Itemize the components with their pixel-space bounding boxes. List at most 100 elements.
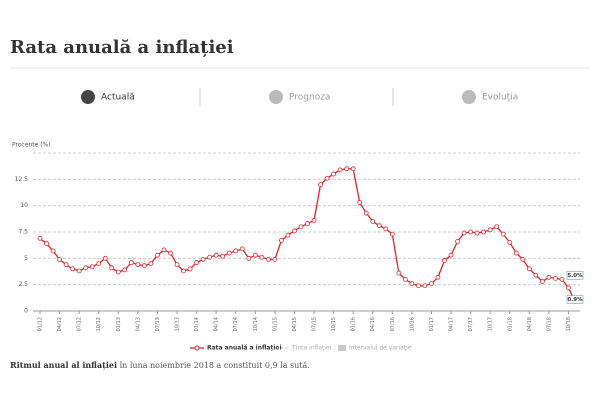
y-tick-label: 10 xyxy=(20,202,28,209)
data-point xyxy=(187,266,193,272)
x-tick-label: 01/13 xyxy=(116,317,122,331)
legend-label: Intervalul de variație xyxy=(349,345,412,352)
tab[interactable]: Prognoza xyxy=(269,90,330,104)
tab[interactable]: Actuală xyxy=(81,90,135,104)
data-point xyxy=(200,256,206,262)
data-point xyxy=(50,248,56,254)
data-point xyxy=(220,253,226,259)
data-point xyxy=(402,276,408,282)
y-tick-label: 12.5 xyxy=(15,176,29,183)
data-point xyxy=(148,261,154,267)
x-tick-label: 10/16 xyxy=(409,317,415,331)
data-point xyxy=(239,246,245,252)
data-point xyxy=(520,256,526,262)
data-point xyxy=(102,255,108,261)
data-point xyxy=(357,200,363,205)
tab-icon xyxy=(462,90,476,104)
data-point xyxy=(70,266,76,272)
data-point xyxy=(324,175,330,181)
x-tick-label: 04/18 xyxy=(527,317,533,331)
data-point xyxy=(533,272,539,278)
data-point xyxy=(76,268,82,274)
data-point xyxy=(409,281,415,287)
data-point xyxy=(298,224,304,230)
data-point xyxy=(279,238,284,243)
x-tick-label: 01/15 xyxy=(272,317,278,331)
tab-icon xyxy=(81,90,95,104)
data-point xyxy=(363,210,369,216)
data-point xyxy=(318,182,323,188)
data-point xyxy=(513,250,519,256)
footer-text: Ritmul anual al inflației în luna noiemb… xyxy=(10,360,310,370)
data-point xyxy=(233,248,239,254)
data-point xyxy=(194,260,199,265)
data-point xyxy=(155,252,160,258)
x-tick-label: 10/18 xyxy=(566,317,572,331)
data-point xyxy=(109,265,115,271)
data-point xyxy=(83,265,89,271)
x-tick-label: 07/16 xyxy=(390,317,396,331)
series-line xyxy=(39,168,576,302)
data-point xyxy=(63,262,69,268)
data-point xyxy=(448,252,454,258)
data-point xyxy=(305,221,310,226)
data-point xyxy=(89,264,95,270)
x-tick-label: 04/17 xyxy=(449,317,455,331)
data-point xyxy=(422,283,428,289)
x-tick-label: 01/16 xyxy=(351,317,357,331)
data-point xyxy=(331,171,336,177)
data-point xyxy=(96,261,102,267)
data-point xyxy=(566,285,571,291)
y-tick-label: 2.5 xyxy=(18,281,28,288)
data-point xyxy=(265,256,271,262)
data-point xyxy=(115,269,121,275)
label-box xyxy=(566,295,584,304)
data-point xyxy=(213,252,219,258)
footer-bold: Ritmul anual al inflației xyxy=(10,360,117,370)
data-point xyxy=(226,250,232,256)
data-point xyxy=(292,228,297,234)
x-tick-label: 10/12 xyxy=(96,317,102,331)
data-point xyxy=(429,281,434,287)
data-point xyxy=(500,231,506,237)
data-point xyxy=(494,224,500,230)
data-point xyxy=(383,226,389,232)
data-point xyxy=(246,255,252,261)
x-tick-label: 07/13 xyxy=(155,317,161,331)
data-point xyxy=(168,250,173,256)
y-tick-label: 7.5 xyxy=(18,229,28,236)
tab-label: Evoluția xyxy=(482,93,518,103)
x-tick-label: 10/15 xyxy=(331,317,337,331)
data-point xyxy=(376,223,382,229)
x-tick-label: 01/14 xyxy=(194,317,200,331)
data-point xyxy=(435,274,441,280)
data-point xyxy=(311,218,317,223)
x-tick-label: 10/13 xyxy=(175,317,181,331)
legend-label: Ținta inflației xyxy=(291,345,332,352)
x-tick-label: 04/15 xyxy=(292,317,298,331)
x-tick-label: 10/17 xyxy=(488,317,494,331)
data-point xyxy=(44,241,49,246)
data-point xyxy=(122,267,128,273)
tab[interactable]: Evoluția xyxy=(462,90,518,104)
x-tick-label: 07/14 xyxy=(233,317,239,331)
x-tick-label: 04/13 xyxy=(135,317,141,331)
legend-label: Rata anuală a inflației xyxy=(207,345,282,352)
footer-rest: în luna noiembrie 2018 a constituit 0,9 … xyxy=(120,361,310,370)
data-point xyxy=(389,231,395,237)
data-label: 0.9% xyxy=(567,297,583,303)
tab-label: Prognoza xyxy=(289,93,330,103)
data-point xyxy=(468,229,474,235)
data-point xyxy=(285,232,291,238)
data-point xyxy=(259,254,265,260)
x-tick-label: 07/17 xyxy=(468,317,474,331)
data-point xyxy=(37,235,43,241)
data-point xyxy=(546,274,552,280)
y-tick-label: 0 xyxy=(24,308,28,315)
data-point xyxy=(481,229,487,235)
data-point xyxy=(128,260,134,265)
data-point xyxy=(553,275,558,281)
legend-swatch xyxy=(338,345,346,351)
x-tick-label: 07/12 xyxy=(77,317,83,331)
